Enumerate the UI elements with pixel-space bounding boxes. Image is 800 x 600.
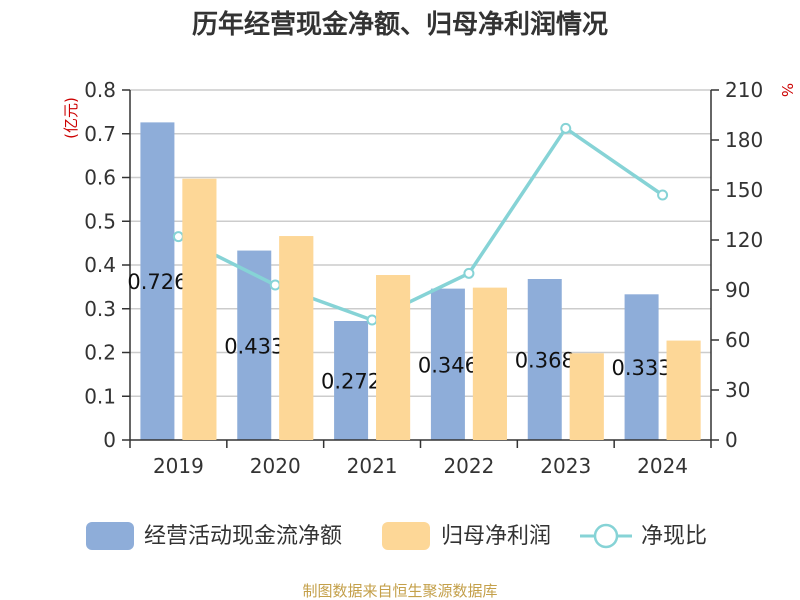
bar-labels: 0.726 0.433 0.272 0.346 0.368 0.333 [127, 178, 701, 440]
ratio-point [560, 122, 572, 134]
right-tick-label: 0 [725, 428, 738, 452]
bar-value-label: 0.346 [418, 353, 478, 377]
bar-net-profit-overlay [472, 287, 507, 440]
x-tick-label: 2024 [637, 454, 688, 478]
right-tick-label: 210 [725, 78, 763, 102]
bar-value-label: 0.433 [224, 334, 284, 358]
bar-net-profit-overlay [666, 340, 701, 440]
bar-cash-flow [140, 122, 175, 440]
legend-swatch-cash-flow [86, 522, 134, 550]
legend-marker-ratio [593, 523, 619, 549]
ratio-point [366, 314, 378, 326]
legend-label-cash-flow: 经营活动现金流净额 [144, 524, 342, 549]
x-tick-label: 2022 [443, 454, 494, 478]
bar-net-profit-overlay [376, 275, 411, 440]
ratio-point [269, 279, 281, 291]
left-tick-label: 0.3 [84, 297, 116, 321]
legend: 经营活动现金流净额 归母净利润 净现比 [86, 522, 707, 550]
bar-value-label: 0.272 [321, 370, 381, 394]
left-tick-label: 0 [103, 428, 116, 452]
left-tick-label: 0.1 [84, 384, 116, 408]
bars [140, 122, 701, 440]
bar-cash-flow [430, 288, 465, 440]
ratio-polyline [177, 125, 664, 322]
ratio-point [172, 231, 184, 243]
legend-label-ratio: 净现比 [641, 524, 707, 549]
left-tick-label: 0.5 [84, 209, 116, 233]
x-tick-label: 2019 [153, 454, 204, 478]
left-tick-label: 0.4 [84, 253, 116, 277]
x-tick-label: 2021 [347, 454, 398, 478]
right-tick-label: 150 [725, 178, 763, 202]
right-tick-label: 120 [725, 228, 763, 252]
x-tick-label: 2023 [540, 454, 591, 478]
ratio-line [172, 122, 669, 326]
ratio-point [657, 189, 669, 201]
bar-value-label: 0.333 [612, 356, 672, 380]
legend-label-net-profit: 归母净利润 [441, 524, 551, 549]
ratio-point [463, 267, 475, 279]
left-tick-label: 0.2 [84, 341, 116, 365]
bar-cash-flow [624, 294, 659, 440]
right-axis-unit: % [778, 83, 796, 97]
right-tick-label: 90 [725, 278, 750, 302]
bar-net-profit-overlay [182, 178, 217, 440]
left-tick-label: 0.6 [84, 166, 116, 190]
axes: 0 0.1 0.2 0.3 0.4 0.5 0.6 0.7 0.8 0 30 60 90 120 150 18… [84, 78, 763, 478]
left-tick-label: 0.8 [84, 78, 116, 102]
right-tick-label: 60 [725, 328, 750, 352]
left-tick-label: 0.7 [84, 122, 116, 146]
grid-lines [130, 89, 711, 397]
x-tick-label: 2020 [250, 454, 301, 478]
bar-value-label: 0.726 [127, 270, 187, 294]
right-tick-label: 30 [725, 378, 750, 402]
source-footer: 制图数据来自恒生聚源数据库 [302, 582, 497, 600]
right-tick-label: 180 [725, 128, 763, 152]
bar-cash-flow [527, 279, 562, 440]
bar-cash-flow [334, 321, 369, 440]
bar-net-profit-overlay [279, 236, 314, 440]
bar-net-profit-overlay [569, 353, 604, 440]
chart-title: 历年经营现金净额、归母净利润情况 [192, 9, 608, 40]
left-axis-unit: (亿元) [62, 97, 80, 139]
legend-swatch-net-profit [382, 522, 430, 550]
bar-value-label: 0.368 [515, 349, 575, 373]
bar-cash-flow [237, 250, 272, 440]
